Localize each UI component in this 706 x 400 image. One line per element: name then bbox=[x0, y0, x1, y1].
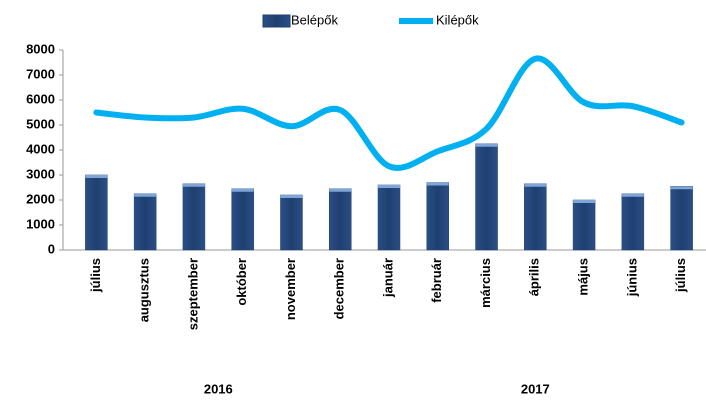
bar bbox=[377, 184, 401, 251]
group-label: 2016 bbox=[204, 381, 233, 396]
bar bbox=[621, 193, 645, 251]
y-tick-label: 0 bbox=[48, 241, 55, 256]
bar-top bbox=[280, 195, 303, 198]
bar bbox=[280, 194, 303, 251]
x-tick-label: március bbox=[478, 258, 493, 308]
bar-top bbox=[670, 186, 693, 190]
line bbox=[93, 55, 685, 171]
y-tick-label: 4000 bbox=[26, 141, 55, 156]
y-tick-label: 1000 bbox=[26, 216, 55, 231]
y-tick-label: 5000 bbox=[26, 116, 55, 131]
x-tick-label: április bbox=[527, 258, 542, 296]
bar bbox=[328, 188, 352, 251]
bar-top bbox=[378, 185, 400, 188]
bar bbox=[572, 199, 596, 251]
bar-top bbox=[134, 193, 157, 197]
x-tick-label: május bbox=[576, 258, 591, 296]
y-tick-label: 6000 bbox=[26, 91, 55, 106]
bar-top bbox=[475, 143, 498, 147]
x-tick-label: szeptember bbox=[185, 258, 200, 330]
y-tick-label: 3000 bbox=[26, 166, 55, 181]
bar-top bbox=[573, 200, 596, 203]
bar bbox=[475, 143, 498, 251]
y-tick-label: 7000 bbox=[26, 66, 55, 81]
bar bbox=[670, 186, 693, 251]
x-tick-label: december bbox=[332, 258, 347, 319]
bar-top bbox=[524, 183, 547, 187]
bar bbox=[133, 193, 157, 251]
bar-top bbox=[182, 183, 205, 187]
y-tick-label: 2000 bbox=[26, 191, 55, 206]
legend-label: Kilépők bbox=[436, 12, 479, 27]
legend-swatch bbox=[262, 14, 291, 28]
bar bbox=[231, 188, 254, 251]
bar-top bbox=[85, 175, 108, 178]
x-tick-label: augusztus bbox=[137, 258, 152, 322]
bar bbox=[524, 183, 547, 251]
x-tick-label: november bbox=[283, 258, 298, 320]
bar-top bbox=[231, 188, 254, 192]
bar-top bbox=[426, 182, 449, 186]
x-tick-label: október bbox=[234, 258, 249, 306]
x-tick-label: július bbox=[88, 258, 103, 293]
x-tick-label: január bbox=[380, 258, 395, 298]
group-label: 2017 bbox=[521, 381, 550, 396]
bar bbox=[426, 182, 450, 251]
x-tick-label: február bbox=[429, 258, 444, 303]
bar-top bbox=[621, 193, 644, 197]
x-tick-label: július bbox=[673, 258, 688, 293]
y-tick-label: 8000 bbox=[26, 41, 55, 56]
bar bbox=[182, 183, 206, 251]
x-tick-label: június bbox=[624, 258, 639, 297]
legend-label: Belépők bbox=[291, 12, 338, 27]
bar-top bbox=[329, 188, 352, 192]
bar bbox=[85, 174, 108, 251]
